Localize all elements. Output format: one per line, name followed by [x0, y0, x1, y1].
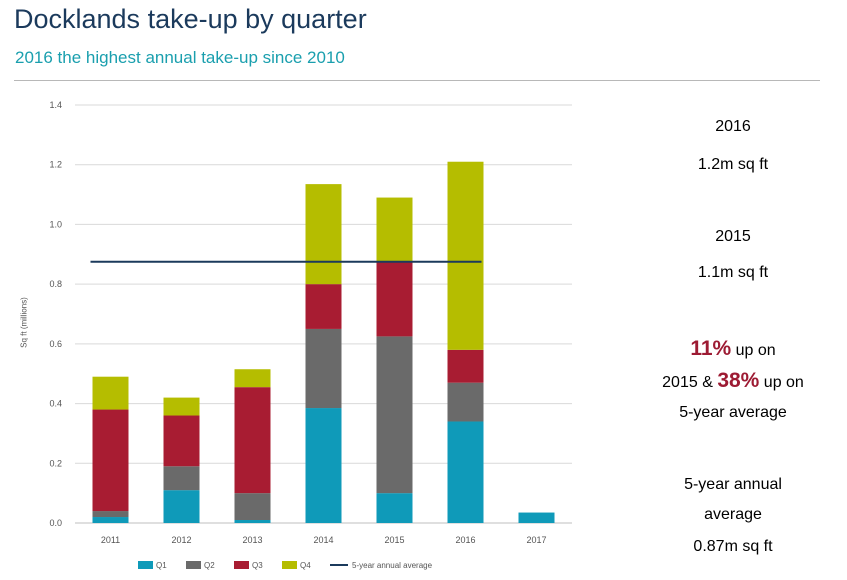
bar-2014-q1 — [305, 408, 342, 523]
bar-2015-q3 — [376, 261, 413, 337]
bar-2017-q1 — [518, 512, 555, 523]
legend-swatch-q2 — [186, 561, 201, 569]
legend-label-average: 5-year annual average — [352, 561, 433, 570]
stat-growth-line-2: 2015 & 38% up on — [598, 366, 847, 398]
x-tick-label: 2012 — [171, 535, 191, 545]
bar-2016-q3 — [447, 349, 484, 383]
bar-2011-q2 — [92, 511, 129, 518]
x-tick-label: 2011 — [101, 535, 120, 545]
bar-2013-q1 — [234, 520, 271, 523]
stat-average-label-line-1: 5-year annual — [684, 476, 782, 493]
y-tick-label: 0.0 — [49, 518, 62, 528]
stat-average-value: 0.87m sq ft — [693, 538, 773, 555]
legend-label-q1: Q1 — [156, 561, 167, 570]
bar-2013-q3 — [234, 387, 271, 494]
y-tick-label: 1.4 — [49, 100, 62, 110]
header-divider — [14, 80, 820, 81]
bar-2015-q2 — [376, 336, 413, 494]
bar-2016-q2 — [447, 382, 484, 422]
page-title: Docklands take-up by quarter — [14, 4, 367, 34]
growth-pct-average: 38% — [717, 369, 760, 392]
bar-2012-q1 — [163, 490, 200, 523]
y-tick-label: 0.8 — [49, 279, 62, 289]
stat-2016-value: 1.2m sq ft — [697, 156, 769, 173]
stat-2015-year: 2015 — [715, 228, 751, 245]
page-subtitle: 2016 the highest annual take-up since 20… — [15, 48, 345, 67]
y-tick-label: 0.2 — [49, 458, 62, 468]
bar-2013-q4 — [234, 369, 271, 388]
bar-2014-q4 — [305, 184, 342, 285]
stat-growth-line-1: 11% up on — [598, 334, 847, 366]
legend-label-q2: Q2 — [204, 561, 215, 570]
y-axis-label: Sq ft (millions) — [19, 297, 29, 348]
bar-2012-q2 — [163, 466, 200, 491]
stat-2015-value: 1.1m sq ft — [697, 264, 769, 281]
y-tick-label: 1.2 — [49, 160, 62, 170]
bar-2015-q1 — [376, 493, 413, 523]
bar-2014-q2 — [305, 328, 342, 409]
legend-label-q3: Q3 — [252, 561, 263, 570]
legend-swatch-q4 — [282, 561, 297, 569]
bar-2011-q4 — [92, 376, 129, 410]
growth-text-2: 2015 & — [662, 374, 718, 391]
legend-swatch-q3 — [234, 561, 249, 569]
x-tick-label: 2016 — [455, 535, 475, 545]
bar-2014-q3 — [305, 284, 342, 329]
stat-growth: 11% up on 2015 & 38% up on 5-year averag… — [598, 334, 847, 428]
growth-pct-2015: 11% — [690, 337, 732, 360]
stat-2016-year: 2016 — [715, 118, 751, 135]
stat-average-label-line-2: average — [704, 506, 762, 523]
growth-text-1: up on — [731, 342, 776, 359]
bar-2012-q3 — [163, 415, 200, 467]
x-tick-label: 2015 — [384, 535, 404, 545]
legend-label-q4: Q4 — [300, 561, 311, 570]
bar-2016-q1 — [447, 421, 484, 523]
x-tick-label: 2013 — [242, 535, 262, 545]
legend-swatch-q1 — [138, 561, 153, 569]
bar-2011-q1 — [92, 517, 129, 523]
stat-average-label: 5-year annual average — [598, 470, 847, 530]
y-tick-label: 1.0 — [49, 219, 62, 229]
y-tick-label: 0.4 — [49, 399, 62, 409]
growth-text-3: up on — [759, 374, 804, 391]
x-tick-label: 2014 — [313, 535, 333, 545]
bar-2011-q3 — [92, 409, 129, 512]
stat-growth-line-3: 5-year average — [679, 404, 787, 421]
x-tick-label: 2017 — [526, 535, 546, 545]
bar-2012-q4 — [163, 397, 200, 416]
y-tick-label: 0.6 — [49, 339, 62, 349]
bar-2013-q2 — [234, 493, 271, 521]
take-up-chart: 0.0 0.2 0.4 0.6 0.8 1.0 1.2 1.4 2011 2012 2013 2014… — [49, 100, 572, 570]
bar-2015-q4 — [376, 197, 413, 262]
bar-2016-q4 — [447, 161, 484, 350]
